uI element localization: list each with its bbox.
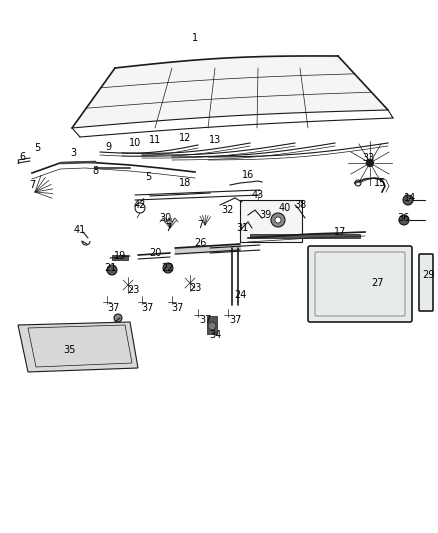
Text: 5: 5 — [34, 143, 40, 153]
Circle shape — [271, 213, 285, 227]
Circle shape — [275, 217, 281, 223]
Text: 39: 39 — [259, 210, 271, 220]
Text: 40: 40 — [279, 203, 291, 213]
Text: 27: 27 — [372, 278, 384, 288]
Text: 14: 14 — [404, 193, 416, 203]
Text: 43: 43 — [252, 190, 264, 200]
Text: 22: 22 — [162, 263, 174, 273]
Text: 37: 37 — [230, 315, 242, 325]
Text: 23: 23 — [189, 283, 201, 293]
Text: 6: 6 — [19, 152, 25, 162]
FancyBboxPatch shape — [308, 246, 412, 322]
Text: 36: 36 — [397, 213, 409, 223]
Circle shape — [163, 263, 173, 273]
Text: 31: 31 — [236, 223, 248, 233]
Bar — [207, 316, 217, 334]
Bar — [240, 200, 302, 242]
Text: 17: 17 — [334, 227, 346, 237]
Bar — [250, 234, 360, 238]
Circle shape — [366, 159, 374, 167]
Text: 26: 26 — [194, 238, 206, 248]
Text: 3: 3 — [70, 148, 76, 158]
Text: 1: 1 — [192, 33, 198, 43]
Text: 37: 37 — [142, 303, 154, 313]
Circle shape — [399, 215, 409, 225]
Text: 7: 7 — [197, 220, 203, 230]
Circle shape — [208, 322, 216, 330]
Circle shape — [403, 195, 413, 205]
Text: 33: 33 — [362, 153, 374, 163]
Text: 37: 37 — [107, 303, 119, 313]
Text: 12: 12 — [179, 133, 191, 143]
Text: 30: 30 — [159, 213, 171, 223]
Text: 35: 35 — [64, 345, 76, 355]
FancyBboxPatch shape — [419, 254, 433, 311]
Text: 32: 32 — [222, 205, 234, 215]
Text: 18: 18 — [179, 178, 191, 188]
Text: 19: 19 — [114, 251, 126, 261]
Text: 21: 21 — [104, 263, 116, 273]
Text: 37: 37 — [172, 303, 184, 313]
Text: 20: 20 — [149, 248, 161, 258]
Text: 10: 10 — [129, 138, 141, 148]
Circle shape — [107, 265, 117, 275]
Text: 29: 29 — [422, 270, 434, 280]
Text: 13: 13 — [209, 135, 221, 145]
Text: 16: 16 — [242, 170, 254, 180]
Text: 34: 34 — [209, 330, 221, 340]
Text: 9: 9 — [105, 142, 111, 152]
Text: 8: 8 — [92, 166, 98, 176]
Circle shape — [114, 314, 122, 322]
Text: 37: 37 — [199, 315, 211, 325]
Text: 38: 38 — [294, 200, 306, 210]
Text: 41: 41 — [74, 225, 86, 235]
Polygon shape — [18, 322, 138, 372]
Text: 15: 15 — [374, 178, 386, 188]
Polygon shape — [72, 56, 388, 128]
Text: 5: 5 — [145, 172, 151, 182]
Text: 24: 24 — [234, 290, 246, 300]
Text: 11: 11 — [149, 135, 161, 145]
Text: 23: 23 — [127, 285, 139, 295]
Text: 42: 42 — [134, 200, 146, 210]
Bar — [112, 255, 128, 260]
Text: 7: 7 — [29, 180, 35, 190]
Text: 7: 7 — [165, 223, 171, 233]
